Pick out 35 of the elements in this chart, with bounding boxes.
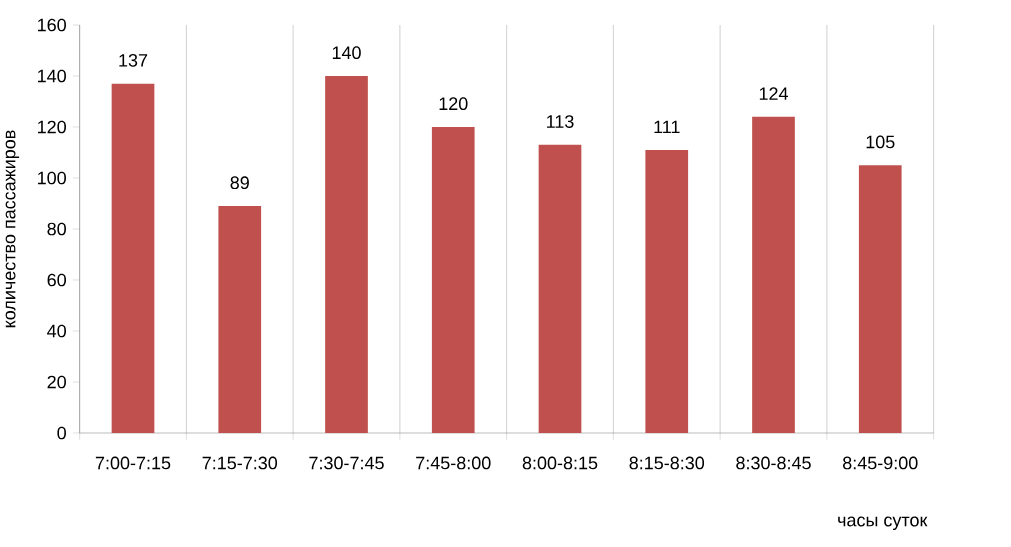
- data-label: 137: [119, 53, 148, 67]
- bar: [752, 116, 795, 433]
- x-tick-label: 8:30-8:45: [736, 456, 811, 470]
- bar: [645, 149, 689, 433]
- bar: [538, 144, 582, 433]
- data-label: 124: [759, 87, 788, 100]
- y-tick-label: 20: [47, 375, 66, 389]
- bar: [431, 127, 475, 433]
- x-axis-title: часы суток: [838, 516, 928, 531]
- x-tick-label: 8:45-9:00: [842, 456, 918, 470]
- y-tick-label: 160: [38, 18, 66, 32]
- x-tick-label: 7:15-7:30: [202, 456, 278, 470]
- y-tick-label: 40: [47, 324, 66, 338]
- x-tick-label: 7:30-7:45: [309, 456, 384, 470]
- x-tick-label: 7:45-8:00: [416, 456, 491, 470]
- data-label: 140: [332, 46, 361, 60]
- bar: [858, 165, 902, 433]
- data-label: 113: [547, 115, 574, 128]
- data-label: 89: [230, 176, 249, 190]
- x-tick-label: 7:00-7:15: [95, 456, 171, 470]
- y-tick-label: 0: [57, 426, 66, 440]
- data-label: 105: [866, 135, 895, 149]
- data-label: 111: [654, 120, 680, 134]
- y-tick-label: 140: [38, 69, 66, 83]
- x-tick-label: 8:15-8:30: [629, 456, 705, 470]
- bar: [218, 206, 262, 433]
- bar: [325, 76, 368, 433]
- y-axis-title: количество пассажиров: [5, 130, 20, 328]
- y-tick-label: 120: [38, 120, 66, 134]
- y-tick-label: 80: [47, 222, 66, 236]
- data-label: 120: [439, 97, 468, 111]
- bar: [111, 83, 155, 433]
- y-tick-label: 100: [38, 171, 66, 185]
- x-tick-label: 8:00-8:15: [522, 456, 598, 470]
- y-tick-label: 60: [47, 273, 66, 287]
